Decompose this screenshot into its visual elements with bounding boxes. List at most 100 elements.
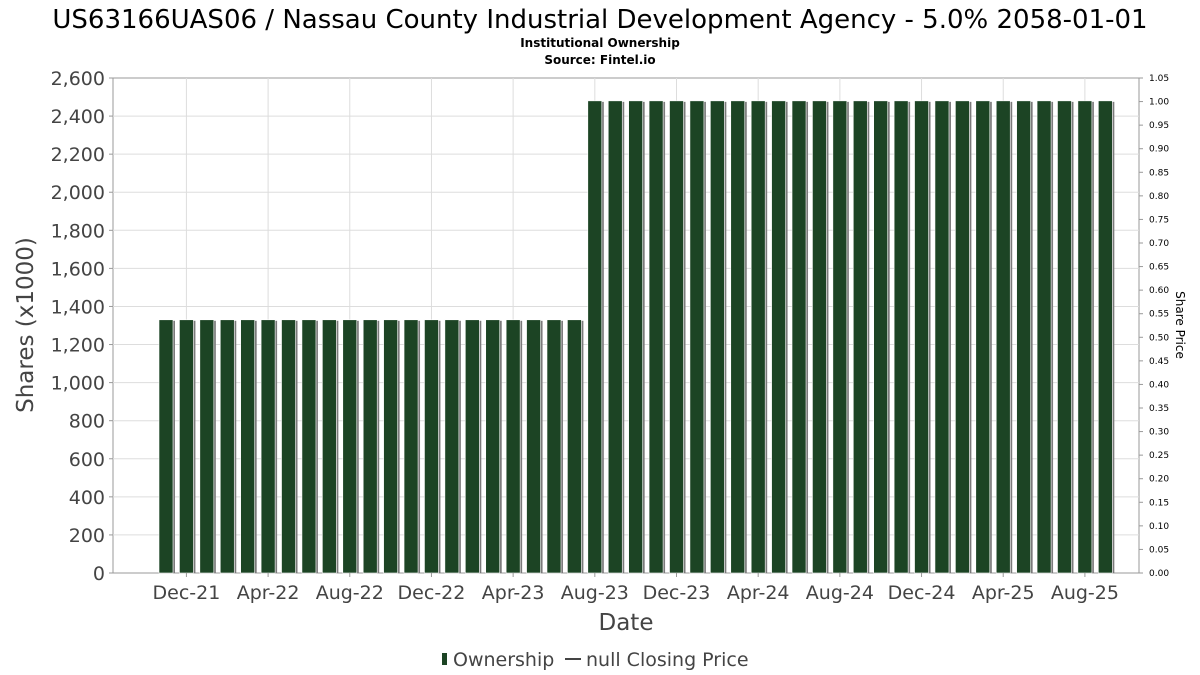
ownership-bar: [893, 100, 909, 574]
y-tick-label: 1,200: [51, 335, 105, 357]
x-tick-label: Apr-25: [972, 582, 1035, 604]
ownership-bar: [424, 319, 439, 574]
ownership-bar: [648, 100, 664, 574]
ownership-bar: [260, 319, 276, 574]
ownership-bar: [362, 319, 378, 574]
legend-price-label: null Closing Price: [586, 649, 749, 671]
x-tick-label: Aug-24: [806, 582, 874, 604]
y-tick-label: 600: [69, 449, 105, 471]
x-tick-label: Apr-22: [237, 582, 300, 604]
y2-tick-label: 0.60: [1149, 286, 1169, 296]
x-tick-label: Dec-21: [153, 582, 221, 604]
y2-tick-label: 0.90: [1149, 145, 1169, 155]
y-tick-label: 1,000: [51, 373, 105, 395]
ownership-bar: [791, 100, 807, 574]
y-tick-label: 2,000: [51, 182, 105, 204]
y2-tick-label: 0.00: [1149, 569, 1169, 579]
ownership-bar: [628, 100, 643, 574]
y2-tick-label: 0.15: [1149, 498, 1169, 508]
ownership-bar: [1077, 100, 1093, 574]
y-tick-label: 1,400: [51, 296, 105, 318]
chart-title: US63166UAS06 / Nassau County Industrial …: [52, 5, 1147, 35]
y2-tick-label: 0.95: [1149, 121, 1169, 131]
y2-axis-title: Share Price: [1173, 291, 1187, 359]
x-tick-label: Dec-24: [888, 582, 956, 604]
ownership-bar: [852, 100, 868, 574]
y2-tick-label: 0.25: [1149, 451, 1169, 461]
legend: Ownership null Closing Price: [442, 649, 749, 671]
y-tick-label: 200: [69, 525, 105, 547]
ownership-bar: [955, 100, 970, 574]
y2-tick-label: 0.20: [1149, 475, 1169, 485]
y2-tick-label: 0.80: [1149, 192, 1169, 202]
y2-tick-label: 0.40: [1149, 380, 1169, 390]
ownership-bar: [567, 319, 582, 574]
x-tick-label: Dec-22: [398, 582, 466, 604]
y2-tick-label: 0.50: [1149, 333, 1169, 343]
ownership-bar: [158, 319, 174, 574]
ownership-bar: [771, 100, 786, 574]
ownership-bar: [587, 100, 603, 574]
y2-axis-ticks: 0.00 0.05 0.10 0.15 0.20 0.25 0.30 0.35 0.40 0.45…: [1139, 74, 1169, 579]
legend-ownership-swatch: [442, 653, 447, 665]
chart-subtitle-1: Institutional Ownership: [520, 36, 680, 50]
bars: [158, 100, 1115, 574]
x-tick-label: Dec-23: [643, 582, 711, 604]
ownership-bar: [669, 100, 684, 574]
y2-tick-label: 0.30: [1149, 428, 1169, 438]
chart-subtitle-2: Source: Fintel.io: [544, 53, 655, 67]
ownership-bar: [914, 100, 929, 574]
ownership-bar: [832, 100, 848, 574]
legend-ownership-label: Ownership: [453, 649, 554, 671]
y2-tick-label: 0.85: [1149, 168, 1169, 178]
ownership-bar: [607, 100, 623, 574]
x-tick-label: Apr-23: [482, 582, 545, 604]
x-axis-ticks: Dec-21 Apr-22 Aug-22 Dec-22 Apr-23 Aug-23 Dec-…: [153, 573, 1119, 604]
ownership-bar: [464, 319, 480, 574]
ownership-bar: [485, 319, 501, 574]
ownership-bar: [812, 100, 827, 574]
y2-tick-label: 0.75: [1149, 215, 1169, 225]
ownership-bar: [383, 319, 398, 574]
x-axis-title: Date: [599, 610, 654, 636]
y-tick-label: 2,600: [51, 68, 105, 90]
y-tick-label: 2,200: [51, 144, 105, 166]
ownership-bar: [1098, 100, 1113, 574]
y-tick-label: 800: [69, 411, 105, 433]
ownership-bar: [1036, 100, 1052, 574]
y-tick-label: 1,600: [51, 258, 105, 280]
ownership-bar: [934, 100, 950, 574]
y2-tick-label: 1.00: [1149, 98, 1169, 108]
ownership-bar: [526, 319, 541, 574]
y2-tick-label: 1.05: [1149, 74, 1169, 84]
y-axis-title: Shares (x1000): [13, 237, 39, 413]
ownership-bar: [301, 319, 317, 574]
y-axis-ticks: 0 200 400 600 800 1,000 1,200 1,400 1,600 1,800 2,…: [51, 68, 113, 585]
x-tick-label: Aug-23: [561, 582, 629, 604]
ownership-bar: [505, 319, 521, 574]
x-tick-label: Aug-22: [316, 582, 384, 604]
ownership-bar: [873, 100, 889, 574]
ownership-bar: [219, 319, 235, 574]
y2-tick-label: 0.55: [1149, 310, 1169, 320]
y2-tick-label: 0.35: [1149, 404, 1169, 414]
x-tick-label: Apr-24: [727, 582, 790, 604]
ownership-bar: [403, 319, 419, 574]
ownership-bar: [322, 319, 337, 574]
ownership-bar: [546, 319, 562, 574]
y-tick-label: 400: [69, 487, 105, 509]
ownership-bar: [995, 100, 1011, 574]
y2-tick-label: 0.10: [1149, 522, 1169, 532]
x-tick-label: Aug-25: [1051, 582, 1119, 604]
ownership-bar: [444, 319, 460, 574]
y2-tick-label: 0.70: [1149, 239, 1169, 249]
y-tick-label: 1,800: [51, 220, 105, 242]
y-tick-label: 2,400: [51, 106, 105, 128]
y2-tick-label: 0.05: [1149, 545, 1169, 555]
ownership-bar: [1016, 100, 1031, 574]
ownership-bar: [730, 100, 746, 574]
ownership-bar: [975, 100, 991, 574]
y-tick-label: 0: [93, 563, 105, 585]
ownership-bar: [179, 319, 194, 574]
